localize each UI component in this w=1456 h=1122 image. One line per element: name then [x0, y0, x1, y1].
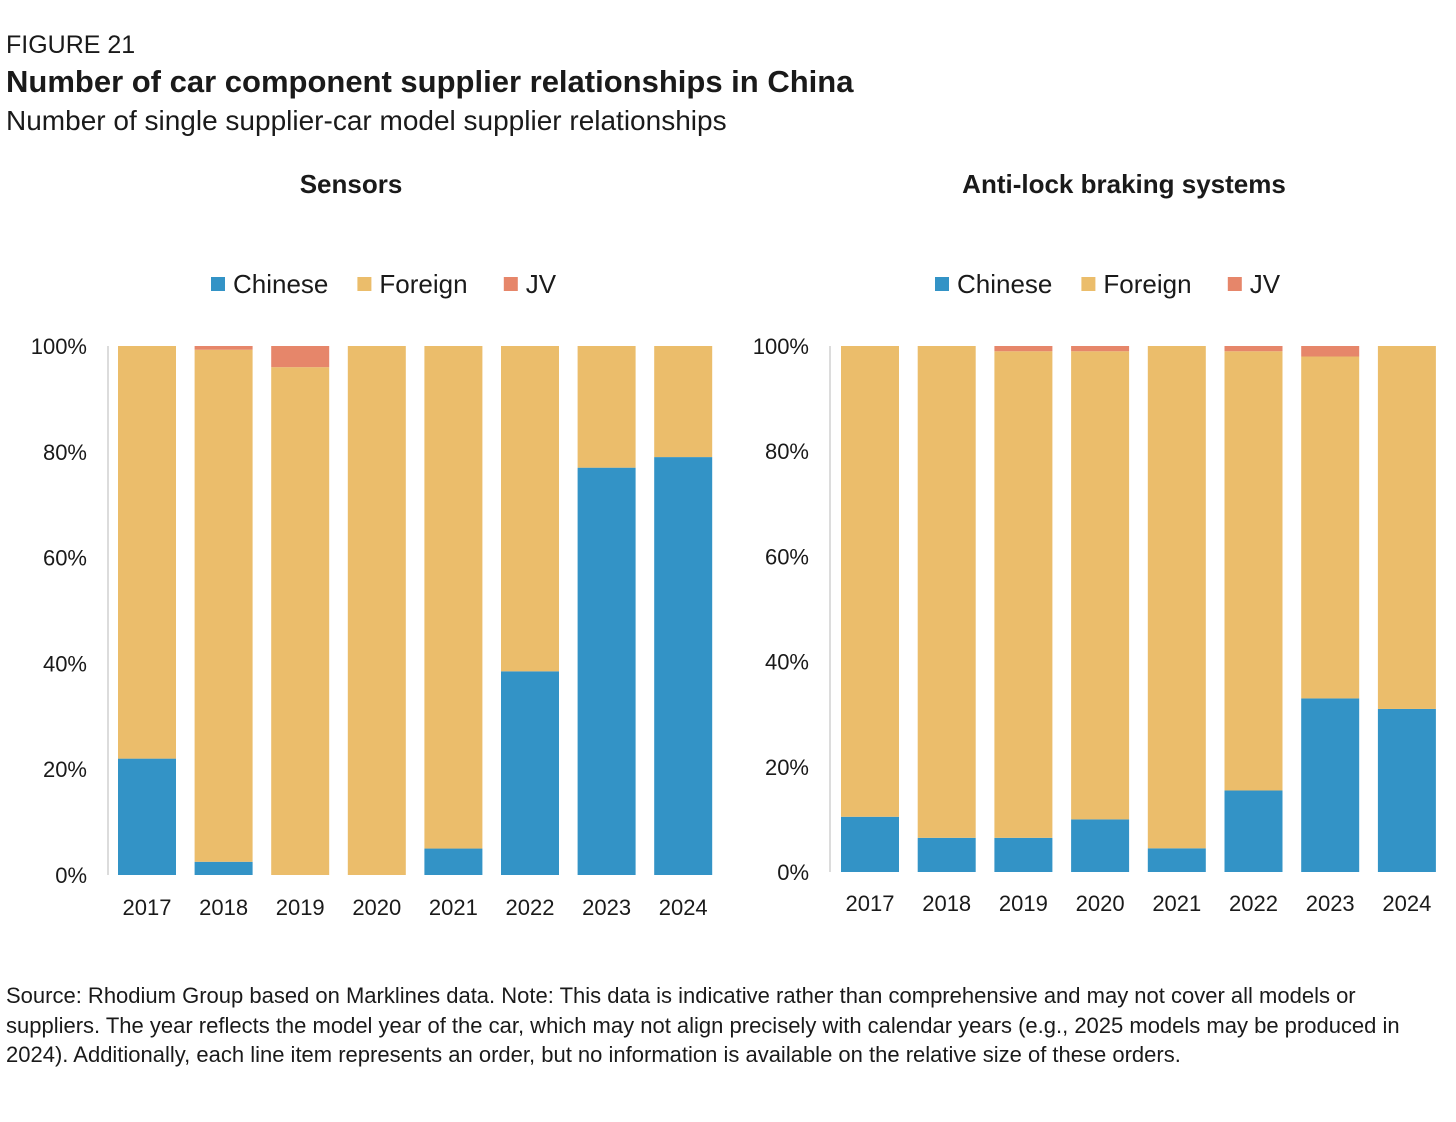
chart1-bar-jv-2018 — [194, 346, 253, 350]
chart1-legend-swatch-chinese — [211, 277, 225, 291]
chart1-y-tick-label: 60% — [43, 546, 87, 571]
chart1-y-tick-label: 20% — [43, 757, 87, 782]
chart2-legend-swatch-foreign — [1081, 277, 1096, 291]
chart2-bar-chinese-2022 — [1224, 790, 1283, 872]
chart1-bar-chinese-2018 — [194, 861, 253, 875]
chart1-y-tick-label: 100% — [31, 334, 87, 359]
chart2-x-tick-label: 2019 — [999, 891, 1048, 916]
chart2-x-tick-label: 2017 — [846, 891, 895, 916]
chart1-legend-swatch-jv — [503, 277, 518, 291]
chart2-x-tick-label: 2024 — [1382, 891, 1431, 916]
chart1-legend-swatch-foreign — [357, 277, 372, 291]
chart1-legend-label-foreign: Foreign — [379, 269, 467, 299]
figure-subtitle: Number of single supplier-car model supp… — [6, 105, 727, 136]
chart2-bar-chinese-2019 — [994, 837, 1053, 872]
chart1-x-tick-label: 2019 — [276, 895, 325, 920]
chart2-title: Anti-lock braking systems — [962, 169, 1286, 199]
chart1-bar-chinese-2021 — [424, 848, 483, 875]
chart2-bar-foreign-2017 — [841, 346, 899, 817]
chart1-bar-jv-2019 — [271, 346, 330, 368]
chart2-bar-chinese-2023 — [1301, 698, 1360, 872]
chart2-bar-jv-2020 — [1071, 346, 1130, 352]
chart1-y-tick-label: 0% — [55, 863, 87, 888]
chart2-bar-chinese-2018 — [917, 837, 976, 872]
chart1-legend-label-jv: JV — [526, 269, 557, 299]
chart2-bar-chinese-2021 — [1147, 848, 1206, 872]
chart1-y-tick-label: 40% — [43, 651, 87, 676]
chart2-x-tick-label: 2018 — [922, 891, 971, 916]
chart2-bar-foreign-2022 — [1224, 351, 1283, 791]
chart2-bar-jv-2019 — [994, 346, 1053, 352]
chart1-bar-foreign-2024 — [654, 346, 713, 458]
chart2-y-tick-label: 80% — [765, 439, 809, 464]
chart2-bar-jv-2023 — [1301, 346, 1360, 357]
chart2-y-tick-label: 0% — [777, 860, 809, 885]
chart1-bar-foreign-2022 — [501, 346, 559, 672]
chart2-bar-chinese-2024 — [1377, 708, 1436, 872]
charts-canvas: Sensors Chinese Foreign JV 0% 20% 40% 60% 80% 100… — [31, 169, 1436, 920]
chart1-x-tick-label: 2020 — [352, 895, 401, 920]
chart2-bar-chinese-2017 — [841, 816, 899, 872]
chart2-legend-label-chinese: Chinese — [957, 269, 1052, 299]
chart2-legend-swatch-chinese — [935, 277, 949, 291]
chart1-x-tick-label: 2017 — [123, 895, 172, 920]
chart1-x-tick-label: 2024 — [659, 895, 708, 920]
chart2-bar-foreign-2024 — [1377, 346, 1436, 709]
chart1-bar-chinese-2017 — [118, 758, 176, 875]
chart1-y-tick-label: 80% — [43, 440, 87, 465]
chart2-x-tick-label: 2020 — [1076, 891, 1125, 916]
chart1-bar-foreign-2018 — [194, 349, 253, 862]
chart1-bar-chinese-2023 — [577, 467, 636, 875]
chart1-x-tick-label: 2021 — [429, 895, 478, 920]
chart2-bar-jv-2022 — [1224, 346, 1283, 352]
chart2-x-tick-label: 2023 — [1306, 891, 1355, 916]
chart2-legend-label-foreign: Foreign — [1103, 269, 1191, 299]
chart1-title: Sensors — [300, 169, 403, 199]
chart2-legend-swatch-jv — [1227, 277, 1242, 291]
chart1-bar-foreign-2023 — [577, 346, 636, 468]
chart1-x-tick-label: 2018 — [199, 895, 248, 920]
chart1-bar-foreign-2020 — [347, 346, 406, 875]
chart2-y-tick-label: 60% — [765, 544, 809, 569]
chart2-bar-chinese-2020 — [1071, 819, 1130, 872]
chart2-bar-foreign-2021 — [1147, 346, 1206, 849]
chart1-bar-foreign-2019 — [271, 367, 330, 875]
chart2-x-tick-label: 2022 — [1229, 891, 1278, 916]
chart2-y-tick-label: 40% — [765, 650, 809, 675]
chart1-legend-label-chinese: Chinese — [233, 269, 328, 299]
chart1-bar-chinese-2022 — [501, 671, 559, 875]
source-note: Source: Rhodium Group based on Marklines… — [6, 983, 1400, 1067]
chart2-y-tick-label: 100% — [753, 334, 809, 359]
chart2-bar-foreign-2023 — [1301, 356, 1360, 699]
chart1-x-tick-label: 2023 — [582, 895, 631, 920]
chart1-bar-foreign-2021 — [424, 346, 483, 849]
figure-title: Number of car component supplier relatio… — [6, 64, 854, 99]
chart2-bar-foreign-2018 — [917, 346, 976, 838]
chart2-bar-foreign-2019 — [994, 351, 1053, 838]
chart1-x-tick-label: 2022 — [506, 895, 555, 920]
chart2-x-tick-label: 2021 — [1152, 891, 1201, 916]
chart2-legend-label-jv: JV — [1250, 269, 1281, 299]
chart1-bar-chinese-2024 — [654, 457, 713, 875]
chart1-bar-foreign-2017 — [118, 346, 176, 759]
figure-label: FIGURE 21 — [6, 31, 136, 59]
chart2-y-tick-label: 20% — [765, 755, 809, 780]
chart2-bar-foreign-2020 — [1071, 351, 1130, 820]
